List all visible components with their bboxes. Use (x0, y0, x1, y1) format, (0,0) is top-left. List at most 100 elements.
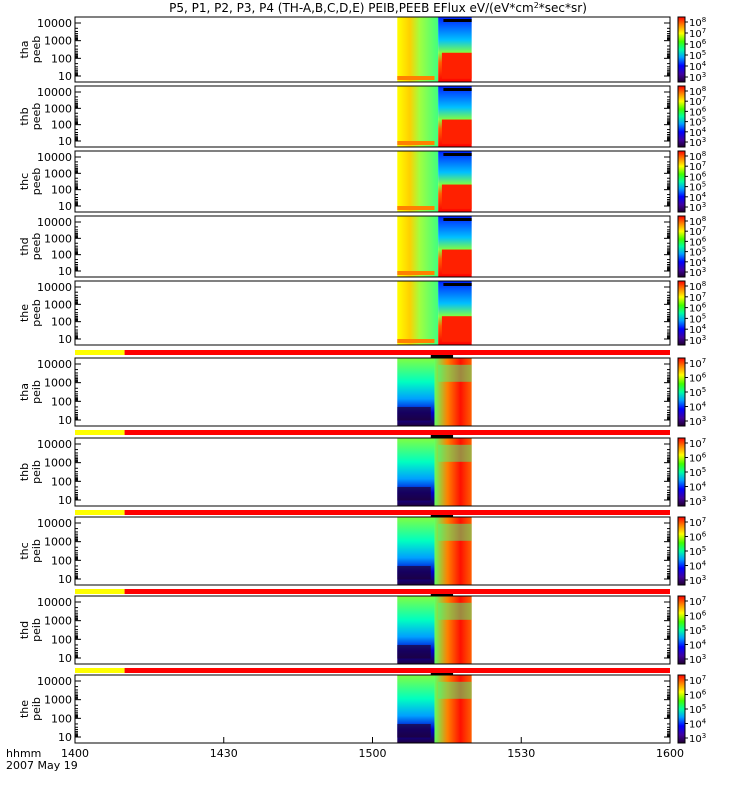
y-tick-label: 10 (58, 573, 72, 586)
spectrogram-upper-band (438, 444, 472, 462)
y-axis-product-label: peib (30, 618, 43, 642)
y-tick-label: 10 (58, 333, 72, 346)
spectrogram-core (441, 184, 472, 209)
colorbar-tick-label: 107 (689, 357, 706, 370)
y-tick-label: 10 (58, 200, 72, 213)
colorbar-tick-label: 104 (689, 126, 707, 139)
y-axis-product-label: peib (30, 697, 43, 721)
colorbar-tick-label: 108 (689, 280, 706, 293)
x-tick-label: 1430 (210, 747, 238, 760)
y-tick-label: 10 (58, 731, 72, 744)
y-tick-label: 1000 (44, 615, 72, 628)
spectrogram-fill-band (443, 283, 472, 286)
spectrogram-dark-band (397, 406, 431, 421)
spectrogram-fill-band (443, 218, 472, 221)
y-tick-label: 10000 (37, 281, 72, 294)
colorbar-tick-label: 104 (689, 639, 707, 652)
colorbar-tick-label: 104 (689, 401, 707, 414)
spectrogram-fill-band (430, 672, 454, 675)
spectrogram-bottom-band (397, 339, 435, 343)
colorbar (677, 595, 686, 665)
y-axis-product-label: peeb (30, 36, 43, 64)
colorbar-tick-label: 103 (689, 266, 706, 279)
spectrogram-bottom-band (397, 141, 435, 145)
colorbar-tick-label: 105 (689, 466, 706, 479)
mode-bar-yellow (75, 350, 125, 355)
colorbar (677, 150, 686, 213)
colorbar-tick-label: 105 (689, 624, 706, 637)
colorbar-tick-label: 104 (689, 256, 707, 269)
spectrogram-upper-band (438, 602, 472, 620)
colorbar-tick-label: 105 (689, 703, 706, 716)
panel-frame (74, 215, 671, 278)
y-axis-probe-label: tha (18, 383, 31, 401)
spectrogram-upper-band (438, 681, 472, 699)
spectrogram-fill-band (443, 19, 472, 22)
mode-bar-yellow (75, 430, 125, 435)
y-tick-label: 1000 (44, 35, 72, 48)
colorbar-tick-label: 106 (689, 105, 707, 118)
y-tick-label: 10 (58, 265, 72, 278)
y-axis-probe-label: the (18, 700, 31, 718)
y-tick-label: 1000 (44, 536, 72, 549)
y-tick-label: 100 (51, 52, 72, 65)
colorbar-tick-label: 103 (689, 574, 706, 587)
spectrogram-low-band (397, 17, 439, 82)
y-axis-probe-label: tha (18, 40, 31, 58)
colorbar-tick-label: 106 (689, 531, 707, 544)
mode-bar-red (124, 350, 671, 355)
y-axis-probe-label: thc (18, 542, 31, 559)
spectrogram-upper-band (438, 364, 472, 382)
spectrogram-core (441, 316, 472, 342)
y-axis-probe-label: the (18, 304, 31, 322)
colorbar (677, 280, 686, 346)
colorbar-tick-label: 108 (689, 215, 706, 228)
colorbar-tick-label: 105 (689, 49, 706, 62)
y-tick-label: 10000 (37, 675, 72, 688)
y-axis-product-label: peeb (30, 168, 43, 196)
colorbar (677, 516, 686, 586)
y-tick-label: 10000 (37, 17, 72, 30)
colorbar-tick-label: 104 (689, 718, 707, 731)
spectrogram-fill-band (443, 88, 472, 91)
y-tick-label: 100 (51, 119, 72, 132)
colorbar (677, 16, 686, 83)
panel-frame (74, 150, 671, 213)
panel-frame (74, 437, 671, 507)
y-tick-label: 1000 (44, 167, 72, 180)
x-tick-label: 1500 (359, 747, 387, 760)
y-tick-label: 10000 (37, 596, 72, 609)
colorbar-tick-label: 105 (689, 181, 706, 194)
spectrogram-upper-band (438, 523, 472, 541)
y-axis-product-label: peeb (30, 103, 43, 131)
mode-bar-red (124, 430, 671, 435)
mode-bar-red (124, 510, 671, 515)
colorbar-tick-label: 108 (689, 150, 706, 163)
mode-bar-red (124, 668, 671, 673)
colorbar-tick-label: 106 (689, 38, 707, 51)
colorbar-tick-label: 107 (689, 27, 706, 40)
colorbar-tick-label: 107 (689, 160, 706, 173)
colorbar-tick-label: 103 (689, 334, 706, 347)
spectrogram-low-band (397, 151, 439, 212)
y-tick-label: 100 (51, 475, 72, 488)
colorbar-tick-label: 106 (689, 610, 707, 623)
y-axis-product-label: peib (30, 539, 43, 563)
colorbar-tick-label: 103 (689, 136, 706, 149)
colorbar-tick-label: 103 (689, 71, 706, 84)
spectrogram-fill-band (430, 514, 454, 517)
x-axis-label: hhmm (6, 747, 41, 760)
y-tick-label: 10 (58, 135, 72, 148)
figure-title: P5, P1, P2, P3, P4 (TH-A,B,C,D,E) PEIB,P… (169, 1, 587, 15)
spectrogram-core (441, 249, 472, 274)
colorbar (677, 437, 686, 507)
panel-frame (74, 516, 671, 586)
